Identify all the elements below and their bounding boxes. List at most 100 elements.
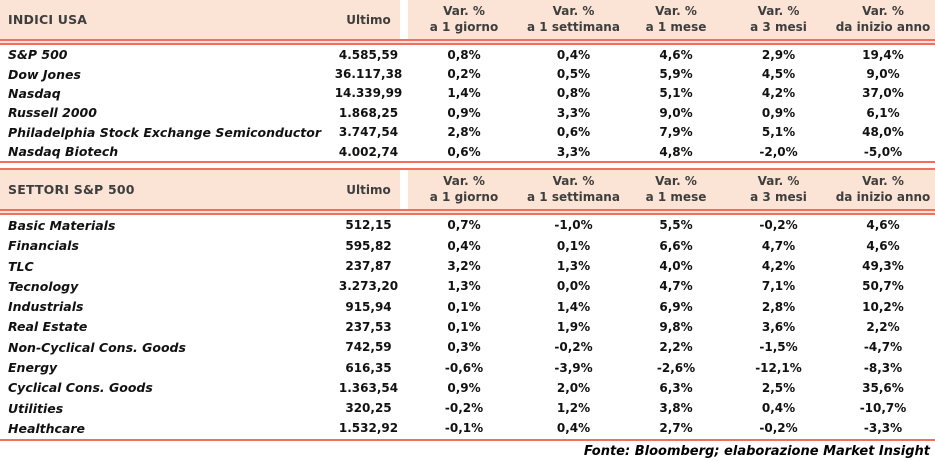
var-subtitle: a 3 mesi <box>750 190 807 205</box>
var-percent-value: 4,8% <box>659 144 693 159</box>
ultimo-value: 14.339,99 <box>334 86 403 101</box>
var-title: Var. % <box>443 174 485 189</box>
var-percent-value: -0,2% <box>554 340 593 355</box>
var-title: Var. % <box>552 174 595 189</box>
ultimo-value: 742,59 <box>345 340 392 355</box>
var-percent-value: 4,5% <box>761 67 796 82</box>
var-percent-value: -0,2% <box>759 218 798 233</box>
var-percent-value: 1,4% <box>556 299 591 314</box>
var-percent-value: 6,9% <box>659 299 693 314</box>
var-percent-value: -10,7% <box>859 401 907 416</box>
column-header-var-1-settimana: Var. % a 1 settimana <box>521 0 626 39</box>
var-title: Var. % <box>443 4 485 18</box>
row-label: Healthcare <box>8 420 86 436</box>
var-percent-value: 6,6% <box>659 238 693 253</box>
var-percent-value: 0,0% <box>556 279 591 294</box>
var-title: Var. % <box>862 174 904 189</box>
header-column-gap <box>400 170 408 210</box>
row-label: Basic Materials <box>8 217 116 233</box>
var-percent-value: 1,4% <box>447 86 481 101</box>
ultimo-value: 237,53 <box>345 319 392 334</box>
var-percent-value: 0,6% <box>447 144 481 159</box>
var-percent-value: 35,6% <box>862 380 904 395</box>
var-percent-value: 2,2% <box>866 319 900 334</box>
var-percent-value: 50,7% <box>862 279 904 294</box>
var-subtitle: a 1 settimana <box>527 20 620 34</box>
table-row: Non-Cyclical Cons. Goods 742,59 0,3% -0,2% 2… <box>0 337 935 357</box>
var-percent-value: 0,3% <box>447 340 481 355</box>
var-percent-value: 4,7% <box>659 279 693 294</box>
var-percent-value: 9,0% <box>866 67 900 82</box>
var-percent-value: 0,1% <box>556 238 591 253</box>
ultimo-value: 512,15 <box>345 218 392 233</box>
var-percent-value: -3,9% <box>554 360 593 375</box>
row-label: Russell 2000 <box>8 105 97 121</box>
column-header-var-3-mesi: Var. % a 3 mesi <box>726 0 831 39</box>
var-percent-value: 3,3% <box>556 105 591 120</box>
var-percent-value: 2,0% <box>556 380 591 395</box>
var-percent-value: -2,6% <box>656 360 696 375</box>
row-label: Philadelphia Stock Exchange Semiconducto… <box>8 124 322 140</box>
double-separator-line <box>0 39 935 45</box>
var-percent-value: 4,2% <box>761 86 796 101</box>
var-subtitle: a 1 mese <box>645 190 707 205</box>
table-gap <box>0 163 935 169</box>
var-percent-value: -5,0% <box>863 144 903 159</box>
var-subtitle: da inizio anno <box>835 190 931 205</box>
var-percent-value: 1,9% <box>556 319 591 334</box>
var-percent-value: 0,5% <box>556 67 591 82</box>
row-label: Financials <box>8 238 79 254</box>
var-percent-value: 3,8% <box>659 401 693 416</box>
var-title: Var. % <box>757 4 800 18</box>
table-row: Energy 616,35 -0,6% -3,9% -2,6% -12,1% -8,3% <box>0 357 935 377</box>
separator-line <box>0 438 935 441</box>
var-percent-value: -8,3% <box>863 360 903 375</box>
var-percent-value: 2,7% <box>659 421 693 436</box>
var-percent-value: 0,4% <box>447 238 481 253</box>
var-percent-value: 4,6% <box>866 238 900 253</box>
var-percent-value: 37,0% <box>862 86 904 101</box>
var-title: Var. % <box>757 174 800 189</box>
table-settori-sp500: SETTORI S&P 500 Ultimo Var. % a 1 giorno… <box>0 168 935 441</box>
var-title: Var. % <box>655 4 697 18</box>
var-percent-value: 4,6% <box>659 47 693 62</box>
var-percent-value: 0,4% <box>761 401 796 416</box>
var-percent-value: 2,2% <box>659 340 693 355</box>
row-label: Dow Jones <box>8 66 81 82</box>
table-row: Real Estate 237,53 0,1% 1,9% 9,8% 3,6% 2,2% <box>0 317 935 337</box>
var-percent-value: 1,2% <box>556 401 591 416</box>
var-percent-value: 3,2% <box>447 259 481 274</box>
var-percent-value: 2,9% <box>761 47 796 62</box>
column-header-var-1-mese: Var. % a 1 mese <box>626 0 726 39</box>
var-percent-value: -1,0% <box>554 218 593 233</box>
column-header-ultimo: Ultimo <box>346 182 391 197</box>
var-percent-value: 0,8% <box>447 47 481 62</box>
column-header-var-1-giorno: Var. % a 1 giorno <box>407 170 521 209</box>
var-title: Var. % <box>552 4 595 18</box>
row-label: Utilities <box>8 400 64 416</box>
row-label: Nasdaq <box>8 85 61 101</box>
var-percent-value: 7,9% <box>659 125 693 140</box>
var-percent-value: 0,4% <box>556 47 591 62</box>
var-subtitle: a 1 mese <box>645 20 707 34</box>
var-percent-value: 9,8% <box>659 319 693 334</box>
table-row: Healthcare 1.532,92 -0,1% 0,4% 2,7% -0,2% -3,3… <box>0 418 935 438</box>
column-header-var-1-settimana: Var. % a 1 settimana <box>521 170 626 209</box>
table-row: Nasdaq 14.339,99 1,4% 0,8% 5,1% 4,2% 37,0% <box>0 84 935 103</box>
ultimo-value: 320,25 <box>345 401 392 416</box>
var-percent-value: 48,0% <box>862 125 904 140</box>
var-percent-value: 4,2% <box>761 259 796 274</box>
var-percent-value: 5,5% <box>659 218 693 233</box>
column-header-var-1-mese: Var. % a 1 mese <box>626 170 726 209</box>
ultimo-value: 36.117,38 <box>334 67 403 82</box>
var-title: Var. % <box>655 174 697 189</box>
var-percent-value: -0,2% <box>759 421 798 436</box>
var-percent-value: -0,2% <box>444 401 484 416</box>
ultimo-value: 4.585,59 <box>338 47 399 62</box>
table-row: Tecnology 3.273,20 1,3% 0,0% 4,7% 7,1% 50,7% <box>0 276 935 296</box>
source-note: Fonte: Bloomberg; elaborazione Market In… <box>583 443 930 459</box>
ultimo-value: 1.532,92 <box>338 421 399 436</box>
var-subtitle: a 1 giorno <box>429 190 499 205</box>
var-percent-value: 3,6% <box>761 319 796 334</box>
var-subtitle: da inizio anno <box>835 20 931 34</box>
